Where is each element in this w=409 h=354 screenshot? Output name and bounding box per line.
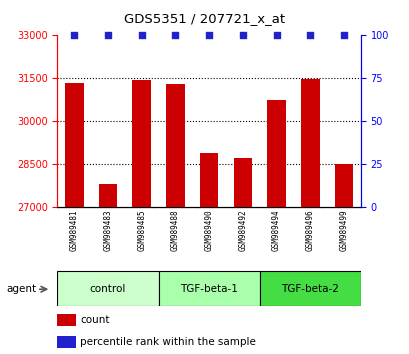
Text: control: control bbox=[90, 284, 126, 293]
Text: GSM989485: GSM989485 bbox=[137, 209, 146, 251]
Point bbox=[340, 33, 346, 38]
Text: count: count bbox=[80, 315, 109, 325]
Text: TGF-beta-1: TGF-beta-1 bbox=[180, 284, 238, 293]
Text: GSM989492: GSM989492 bbox=[238, 209, 247, 251]
Text: GSM989499: GSM989499 bbox=[339, 209, 348, 251]
Point bbox=[104, 33, 111, 38]
Point bbox=[306, 33, 313, 38]
Point bbox=[272, 33, 279, 38]
Text: GSM989488: GSM989488 bbox=[171, 209, 180, 251]
Bar bbox=[57, 314, 75, 326]
Text: GSM989490: GSM989490 bbox=[204, 209, 213, 251]
Text: GSM989494: GSM989494 bbox=[271, 209, 280, 251]
Text: GSM989496: GSM989496 bbox=[305, 209, 314, 251]
Bar bbox=[199, 153, 218, 207]
Bar bbox=[158, 271, 259, 306]
Point bbox=[205, 33, 212, 38]
Text: GSM989481: GSM989481 bbox=[70, 209, 79, 251]
Bar bbox=[300, 79, 319, 207]
Bar bbox=[65, 82, 83, 207]
Text: GDS5351 / 207721_x_at: GDS5351 / 207721_x_at bbox=[124, 12, 285, 25]
Bar bbox=[334, 164, 353, 207]
Bar bbox=[166, 84, 184, 207]
Text: agent: agent bbox=[6, 284, 36, 294]
Bar bbox=[132, 80, 151, 207]
Text: percentile rank within the sample: percentile rank within the sample bbox=[80, 337, 255, 347]
Point bbox=[172, 33, 178, 38]
Point bbox=[239, 33, 245, 38]
Bar bbox=[259, 271, 360, 306]
Bar bbox=[267, 100, 285, 207]
Point bbox=[71, 33, 77, 38]
Text: GSM989483: GSM989483 bbox=[103, 209, 112, 251]
Bar bbox=[57, 271, 158, 306]
Bar bbox=[233, 159, 252, 207]
Point bbox=[138, 33, 145, 38]
Text: TGF-beta-2: TGF-beta-2 bbox=[281, 284, 338, 293]
Bar bbox=[99, 184, 117, 207]
Bar bbox=[57, 336, 75, 348]
